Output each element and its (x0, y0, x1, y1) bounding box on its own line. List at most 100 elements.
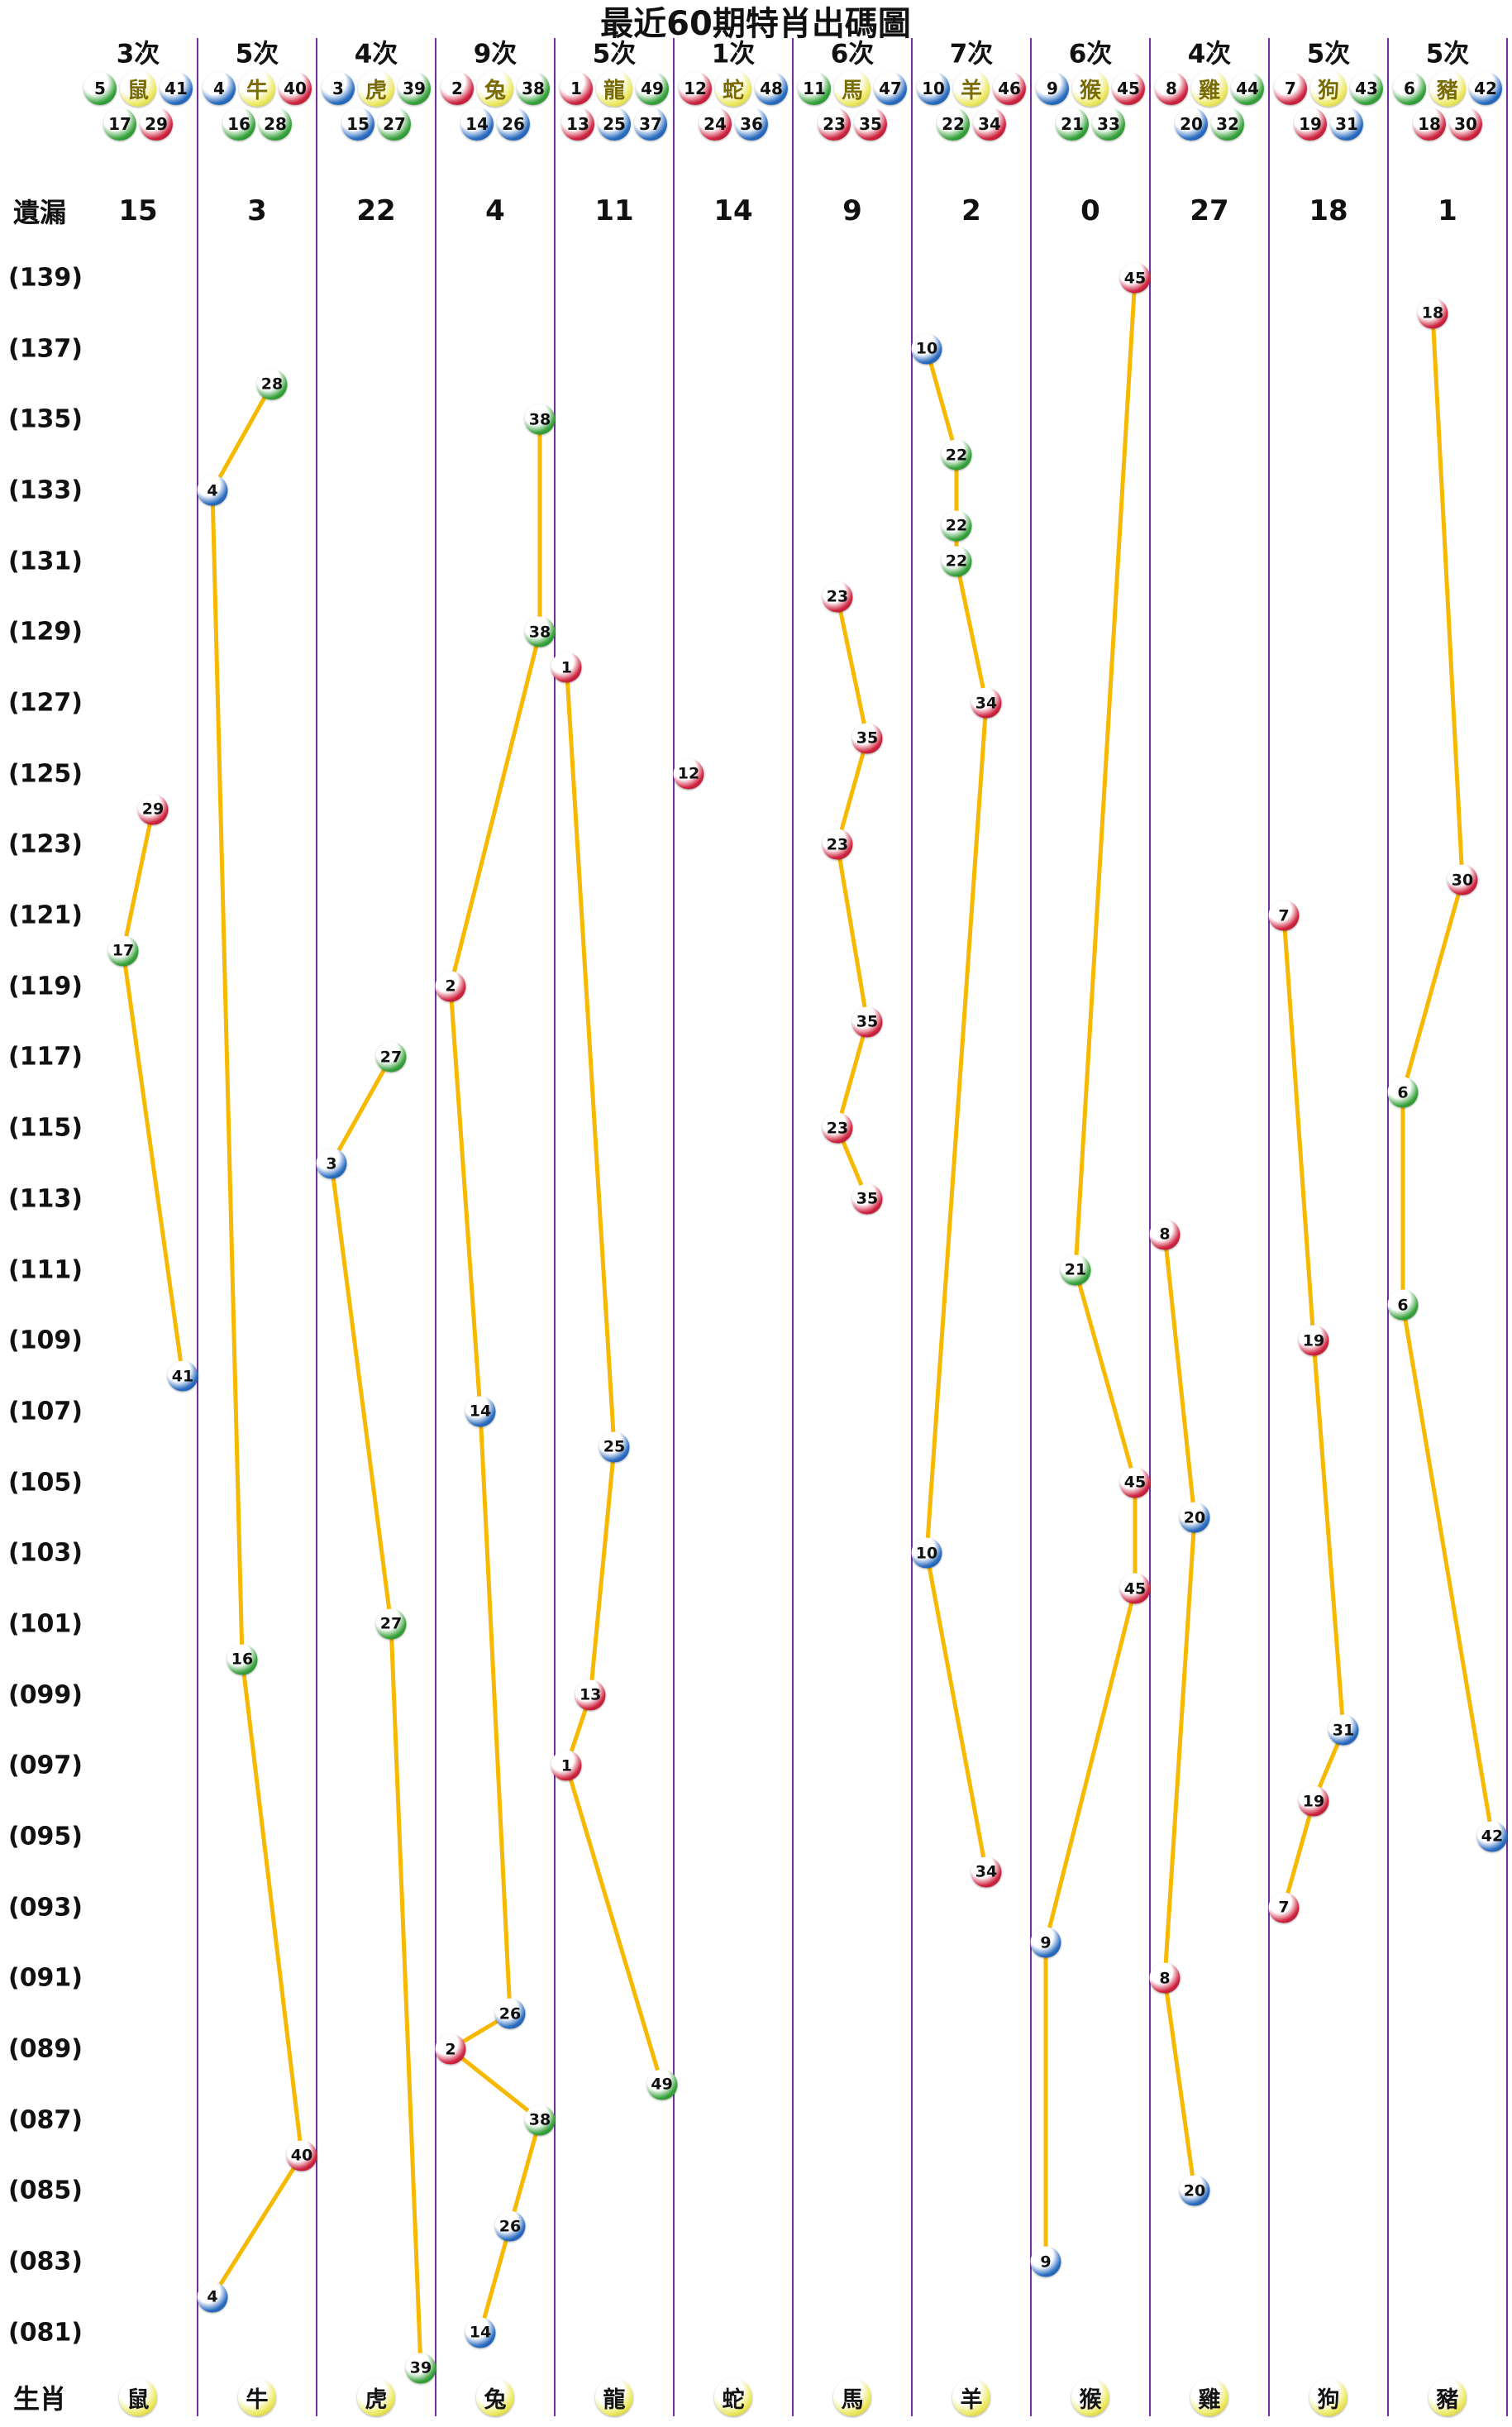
miss-count-value: 14 (713, 194, 753, 227)
chart-ball-19: 19 (1298, 1785, 1329, 1817)
header-ball-11: 11 (798, 72, 831, 105)
trend-line-龍 (564, 665, 665, 2087)
column-divider (435, 38, 436, 2416)
column-divider (1268, 38, 1270, 2416)
header-ball-45: 45 (1112, 72, 1145, 105)
chart-ball-45: 45 (1119, 262, 1151, 294)
header-ball-38: 38 (517, 72, 550, 105)
times-count-label: 6次 (1068, 39, 1113, 69)
chart-ball-22: 22 (941, 510, 972, 542)
zodiac-name-ball: 狗 (1310, 70, 1347, 107)
times-count-label: 4次 (1187, 39, 1232, 69)
header-ball-22: 22 (937, 107, 970, 141)
miss-count-value: 9 (842, 194, 862, 227)
header-ball-36: 36 (735, 107, 768, 141)
zodiac-footer-ball: 兔 (476, 2378, 514, 2416)
header-ball-4: 4 (203, 72, 236, 105)
times-count-label: 3次 (116, 39, 160, 69)
trend-line-雞 (1162, 1232, 1197, 2193)
header-ball-49: 49 (636, 72, 669, 105)
chart-ball-35: 35 (851, 1006, 883, 1038)
header-ball-24: 24 (699, 107, 732, 141)
chart-ball-45: 45 (1119, 1467, 1151, 1498)
chart-ball-20: 20 (1179, 2175, 1210, 2206)
zodiac-name-ball: 馬 (834, 70, 870, 107)
header-ball-12: 12 (679, 72, 712, 105)
chart-ball-39: 39 (405, 2353, 436, 2384)
chart-ball-18: 18 (1417, 298, 1448, 329)
column-divider (911, 38, 913, 2416)
chart-ball-23: 23 (822, 829, 853, 860)
chart-ball-3: 3 (316, 1148, 347, 1179)
axis-period-label: (107) (7, 1397, 83, 1426)
header-ball-43: 43 (1350, 72, 1383, 105)
times-count-label: 4次 (354, 39, 398, 69)
axis-period-label: (111) (7, 1255, 83, 1285)
header-ball-28: 28 (259, 107, 292, 141)
chart-ball-27: 27 (375, 1041, 407, 1073)
chart-ball-6: 6 (1387, 1077, 1419, 1108)
chart-ball-4: 4 (197, 475, 228, 506)
times-count-label: 7次 (949, 39, 994, 69)
chart-ball-38: 38 (524, 2105, 556, 2136)
chart-ball-25: 25 (599, 1431, 630, 1463)
axis-period-label: (087) (7, 2105, 83, 2135)
chart-ball-14: 14 (465, 2317, 496, 2348)
header-ball-31: 31 (1330, 107, 1363, 141)
chart-ball-6: 6 (1387, 1289, 1419, 1321)
chart-ball-22: 22 (941, 546, 972, 577)
header-ball-48: 48 (755, 72, 788, 105)
header-ball-39: 39 (398, 72, 431, 105)
header-ball-46: 46 (993, 72, 1026, 105)
header-ball-7: 7 (1274, 72, 1307, 105)
miss-count-value: 3 (247, 194, 267, 227)
chart-ball-20: 20 (1179, 1502, 1210, 1533)
times-count-label: 9次 (473, 39, 518, 69)
times-count-label: 6次 (830, 39, 875, 69)
axis-period-label: (085) (7, 2176, 83, 2205)
chart-ball-35: 35 (851, 1183, 883, 1215)
axis-period-label: (097) (7, 1751, 83, 1780)
header-ball-3: 3 (322, 72, 355, 105)
header-ball-21: 21 (1056, 107, 1089, 141)
axis-period-label: (089) (7, 2034, 83, 2064)
chart-ball-8: 8 (1149, 1219, 1181, 1250)
header-ball-29: 29 (140, 107, 173, 141)
column-divider (1149, 38, 1151, 2416)
chart-ball-2: 2 (435, 971, 466, 1002)
header-ball-23: 23 (818, 107, 851, 141)
zodiac-name-ball: 牛 (239, 70, 275, 107)
chart-ball-9: 9 (1030, 2246, 1061, 2277)
miss-count-value: 1 (1438, 194, 1457, 227)
header-ball-47: 47 (874, 72, 907, 105)
zodiac-footer-ball: 馬 (833, 2378, 871, 2416)
zodiac-name-ball: 虎 (358, 70, 394, 107)
header-ball-10: 10 (917, 72, 950, 105)
header-ball-19: 19 (1294, 107, 1327, 141)
zodiac-name-ball: 鼠 (120, 70, 156, 107)
header-ball-34: 34 (973, 107, 1006, 141)
trend-line-虎 (329, 1054, 423, 2371)
header-ball-1: 1 (560, 72, 593, 105)
zodiac-footer-ball: 虎 (357, 2378, 395, 2416)
chart-ball-8: 8 (1149, 1962, 1181, 1994)
header-ball-25: 25 (598, 107, 631, 141)
column-divider (1030, 38, 1032, 2416)
header-ball-35: 35 (854, 107, 887, 141)
chart-ball-45: 45 (1119, 1573, 1151, 1604)
header-ball-33: 33 (1092, 107, 1125, 141)
zodiac-name-ball: 羊 (953, 70, 990, 107)
axis-period-label: (095) (7, 1822, 83, 1851)
axis-period-label: (115) (7, 1113, 83, 1143)
times-count-label: 5次 (235, 39, 279, 69)
axis-period-label: (117) (7, 1042, 83, 1072)
axis-period-label: (129) (7, 617, 83, 647)
header-ball-30: 30 (1449, 107, 1482, 141)
zodiac-footer-ball: 龍 (595, 2378, 633, 2416)
chart-ball-7: 7 (1268, 900, 1300, 931)
zodiac-name-ball: 龍 (596, 70, 632, 107)
axis-period-label: (139) (7, 263, 83, 293)
axis-period-label: (081) (7, 2318, 83, 2348)
chart-ball-38: 38 (524, 616, 556, 647)
